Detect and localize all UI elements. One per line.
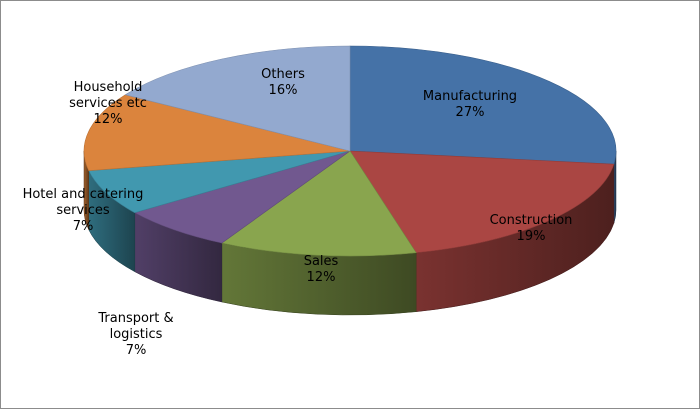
label-household-value: 12% (93, 112, 123, 127)
pie-slice-household-services-etc (83, 94, 351, 171)
label-others-value: 16% (268, 83, 298, 98)
label-manufacturing-value: 27% (455, 105, 485, 120)
label-sales: Sales 12% (281, 254, 361, 286)
label-transport: Transport & logistics 7% (81, 311, 191, 359)
label-sales-value: 12% (306, 270, 336, 285)
label-hotel-line2: services (56, 203, 110, 218)
label-household-line2: services etc (69, 96, 147, 111)
label-manufacturing-name: Manufacturing (422, 89, 518, 104)
label-transport-line1: Transport & (98, 311, 174, 326)
pie-slice-manufacturing (349, 45, 617, 165)
label-household: Household services etc 12% (53, 80, 163, 128)
pie-sides (83, 150, 617, 316)
label-manufacturing: Manufacturing 27% (405, 89, 535, 121)
label-hotel-line1: Hotel and catering (22, 187, 144, 202)
label-transport-value: 7% (125, 343, 147, 358)
label-construction-name: Construction (489, 213, 573, 228)
label-others-name: Others (261, 67, 305, 82)
label-construction-value: 19% (516, 229, 546, 244)
pie-slice-others (124, 45, 351, 152)
label-construction: Construction 19% (471, 213, 591, 245)
pie-slice-sales (221, 150, 417, 257)
pie-slice-transport-logistics (134, 150, 351, 244)
pie-slice-construction (349, 150, 615, 254)
label-hotel-value: 7% (72, 219, 94, 234)
label-others: Others 16% (243, 67, 323, 99)
label-transport-line2: logistics (109, 327, 163, 342)
pie-slice-hotel-and-catering-services (88, 150, 351, 214)
label-hotel: Hotel and catering services 7% (8, 187, 158, 235)
label-sales-name: Sales (303, 254, 339, 269)
pie-top (83, 45, 617, 257)
label-household-line1: Household (73, 80, 143, 95)
